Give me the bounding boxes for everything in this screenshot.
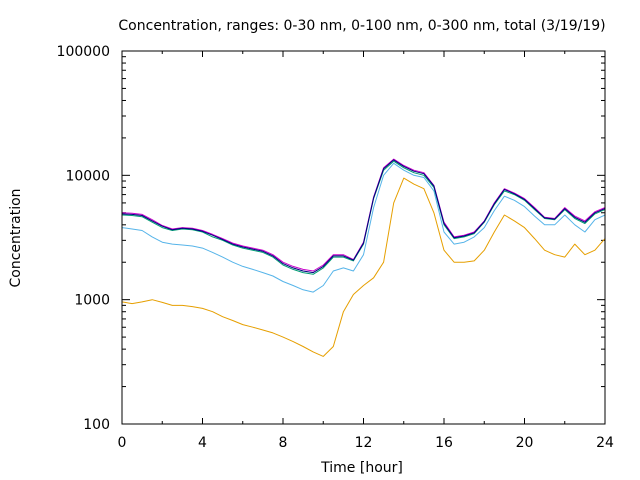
x-tick-label: 24 xyxy=(596,435,614,451)
x-tick-label: 4 xyxy=(198,435,207,451)
y-tick-label: 100 xyxy=(83,417,110,433)
series-line-4 xyxy=(121,159,606,274)
x-tick-label: 8 xyxy=(279,435,288,451)
series-line-0 xyxy=(121,177,606,357)
x-tick-label: 20 xyxy=(516,435,534,451)
y-tick-label: 1000 xyxy=(74,293,110,309)
x-axis-label: Time [hour] xyxy=(320,460,403,476)
y-tick-label: 10000 xyxy=(65,168,110,184)
x-tick-label: 0 xyxy=(118,435,127,451)
x-tick-label: 12 xyxy=(355,435,373,451)
chart-title: Concentration, ranges: 0-30 nm, 0-100 nm… xyxy=(118,18,605,34)
ticks: 0 4 8 12 16 20 24 100 1000 10000 100000 xyxy=(57,44,614,451)
x-tick-label: 16 xyxy=(435,435,453,451)
series-line-1 xyxy=(121,162,606,293)
plot-lines xyxy=(121,158,606,357)
plot-frame xyxy=(121,50,606,425)
series-line-2 xyxy=(121,160,606,275)
y-axis-label: Concentration xyxy=(8,188,24,287)
y-tick-label: 100000 xyxy=(57,44,110,60)
